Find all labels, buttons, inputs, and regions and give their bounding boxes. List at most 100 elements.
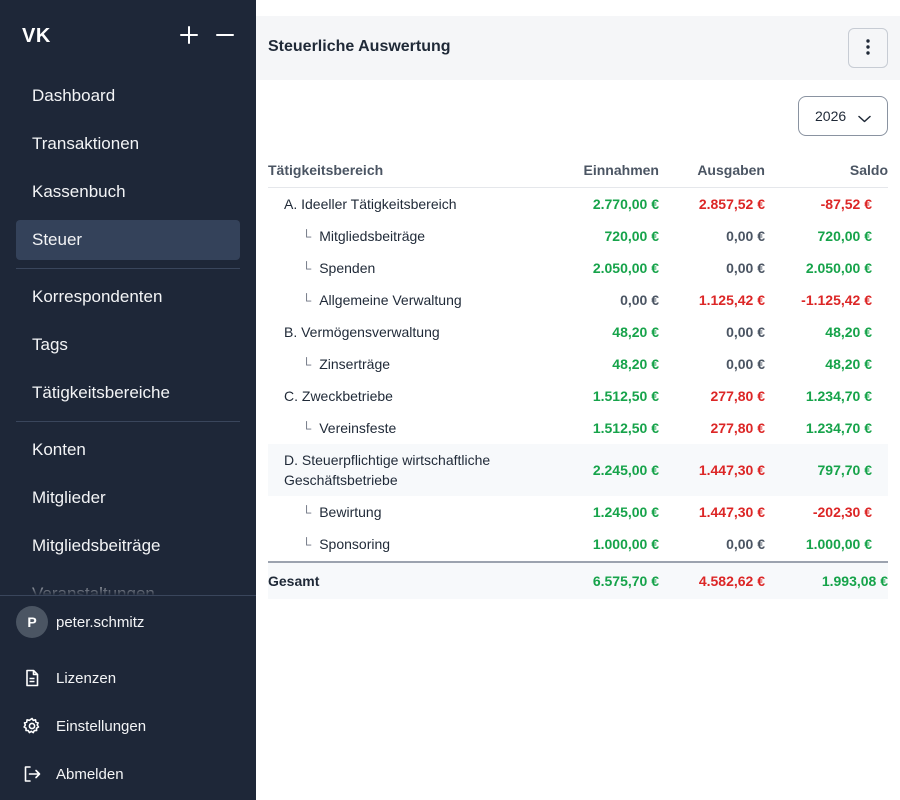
row-label: Spenden (319, 260, 376, 276)
row-balance: 1.234,70 € (805, 420, 872, 436)
table-row: D. Steuerpflichtige wirtschaftliche Gesc… (268, 444, 888, 496)
row-label: A. Ideeller Tätigkeitsbereich (284, 196, 457, 212)
tree-branch-icon: └ (302, 505, 312, 520)
row-expense: 277,80 € (710, 420, 766, 436)
tree-branch-icon: └ (302, 357, 312, 372)
table-row: A. Ideeller Tätigkeitsbereich 2.770,00 € 2… (268, 188, 888, 220)
row-income: 2.245,00 € (592, 462, 659, 478)
row-category: B. Vermögensverwaltung (268, 324, 559, 340)
row-category: A. Ideeller Tätigkeitsbereich (268, 196, 559, 212)
row-expense: 0,00 € (726, 356, 765, 372)
row-balance: 1.234,70 € (805, 388, 872, 404)
row-income: 720,00 € (604, 228, 660, 244)
page-header: Steuerliche Auswertung (256, 16, 900, 80)
column-header: Saldo (849, 161, 888, 178)
nav-scroll-fade (0, 580, 256, 596)
total-expense: 4.582,62 € (698, 573, 765, 589)
row-category: └ Vereinsfeste (268, 420, 559, 436)
sidebar-nav: Dashboard Transaktionen Kassenbuch Steue… (0, 76, 256, 596)
collapse-icon[interactable] (214, 24, 236, 46)
logout-icon (22, 764, 42, 784)
expand-icon[interactable] (178, 24, 200, 46)
row-category: D. Steuerpflichtige wirtschaftliche Gesc… (268, 450, 559, 490)
sidebar-item-taetigkeitsbereiche[interactable]: Tätigkeitsbereiche (32, 383, 170, 402)
sidebar-item-label: Abmelden (56, 765, 124, 783)
row-balance: 48,20 € (825, 324, 872, 340)
row-expense: 2.857,52 € (698, 196, 765, 212)
sidebar-header: VK (0, 0, 256, 72)
row-expense: 1.447,30 € (698, 504, 765, 520)
sidebar-item-kassenbuch[interactable]: Kassenbuch (32, 182, 126, 201)
sidebar-item-label: Lizenzen (56, 669, 117, 687)
column-header: Einnahmen (583, 161, 659, 178)
row-category: └ Bewirtung (268, 504, 559, 520)
nav-divider (16, 421, 240, 422)
table-row: └ Allgemeine Verwaltung 0,00 € 1.125,42 € -1… (268, 284, 888, 316)
row-income: 1.512,50 € (592, 388, 659, 404)
row-income: 1.245,00 € (592, 504, 659, 520)
row-label: Allgemeine Verwaltung (319, 292, 462, 308)
sidebar-item-einstellungen[interactable]: Einstellungen (0, 702, 256, 750)
row-balance: 2.050,00 € (805, 260, 872, 276)
table-body: A. Ideeller Tätigkeitsbereich 2.770,00 € 2… (268, 188, 888, 560)
chevron-down-icon (858, 110, 871, 126)
row-expense: 1.125,42 € (698, 292, 765, 308)
row-category: └ Zinserträge (268, 356, 559, 372)
sidebar-item-abmelden[interactable]: Abmelden (0, 750, 256, 798)
sidebar-item-dashboard[interactable]: Dashboard (32, 86, 116, 105)
tree-branch-icon: └ (302, 229, 312, 244)
sidebar: VK Dashboard Transaktionen Kassenbuch St… (0, 0, 256, 800)
user-profile[interactable]: P peter.schmitz (0, 606, 256, 638)
table-row: └ Sponsoring 1.000,00 € 0,00 € 1.000,00 € (268, 528, 888, 560)
column-header: Tätigkeitsbereich (268, 161, 384, 178)
row-income: 2.770,00 € (592, 196, 659, 212)
sidebar-item-mitglieder[interactable]: Mitglieder (32, 488, 106, 507)
row-balance: 797,70 € (817, 462, 873, 478)
row-income: 0,00 € (620, 292, 659, 308)
row-balance: 1.000,00 € (805, 536, 872, 552)
avatar: P (16, 606, 48, 638)
table-row: └ Spenden 2.050,00 € 0,00 € 2.050,00 € (268, 252, 888, 284)
row-balance: -1.125,42 € (801, 292, 872, 308)
sidebar-item-mitgliedsbeitraege[interactable]: Mitgliedsbeiträge (32, 536, 161, 555)
row-expense: 277,80 € (710, 388, 766, 404)
username: peter.schmitz (56, 613, 145, 631)
main-content: Steuerliche Auswertung 2026 Tätigkeitsbe… (256, 0, 900, 800)
sidebar-item-korrespondenten[interactable]: Korrespondenten (32, 287, 163, 306)
sidebar-item-transaktionen[interactable]: Transaktionen (32, 134, 140, 153)
more-vertical-icon (866, 38, 870, 58)
page-title: Steuerliche Auswertung (268, 38, 451, 55)
table-total-row: Gesamt 6.575,70 € 4.582,62 € 1.993,08 € (268, 561, 888, 599)
row-balance: 720,00 € (817, 228, 873, 244)
tree-branch-icon: └ (302, 261, 312, 276)
row-expense: 0,00 € (726, 260, 765, 276)
row-balance: -202,30 € (812, 504, 872, 520)
total-balance: 1.993,08 € (821, 573, 888, 589)
tree-branch-icon: └ (302, 537, 312, 552)
row-income: 1.512,50 € (592, 420, 659, 436)
tree-branch-icon: └ (302, 421, 312, 436)
sidebar-item-lizenzen[interactable]: Lizenzen (0, 654, 256, 702)
tax-report-table: Tätigkeitsbereich Einnahmen Ausgaben Sal… (268, 152, 888, 599)
row-category: └ Spenden (268, 260, 559, 276)
sidebar-footer: P peter.schmitz Lizenzen Einstellungen A… (0, 595, 256, 798)
row-expense: 0,00 € (726, 536, 765, 552)
sidebar-item-tags[interactable]: Tags (32, 335, 68, 354)
row-income: 48,20 € (612, 356, 659, 372)
row-balance: -87,52 € (820, 196, 872, 212)
row-expense: 0,00 € (726, 324, 765, 340)
row-label: Sponsoring (319, 536, 391, 552)
table-row: └ Zinserträge 48,20 € 0,00 € 48,20 € (268, 348, 888, 380)
row-category: └ Mitgliedsbeiträge (268, 228, 559, 244)
table-row: C. Zweckbetriebe 1.512,50 € 277,80 € 1.234,… (268, 380, 888, 412)
row-expense: 0,00 € (726, 228, 765, 244)
sidebar-item-konten[interactable]: Konten (32, 440, 86, 459)
sidebar-item-steuer[interactable]: Steuer (16, 220, 240, 260)
row-expense: 1.447,30 € (698, 462, 765, 478)
gear-icon (22, 716, 42, 736)
row-label: B. Vermögensverwaltung (284, 324, 440, 340)
row-label: Vereinsfeste (319, 420, 397, 436)
more-options-button[interactable] (848, 28, 888, 68)
year-select[interactable]: 2026 (798, 96, 888, 136)
year-select-value: 2026 (815, 108, 847, 124)
